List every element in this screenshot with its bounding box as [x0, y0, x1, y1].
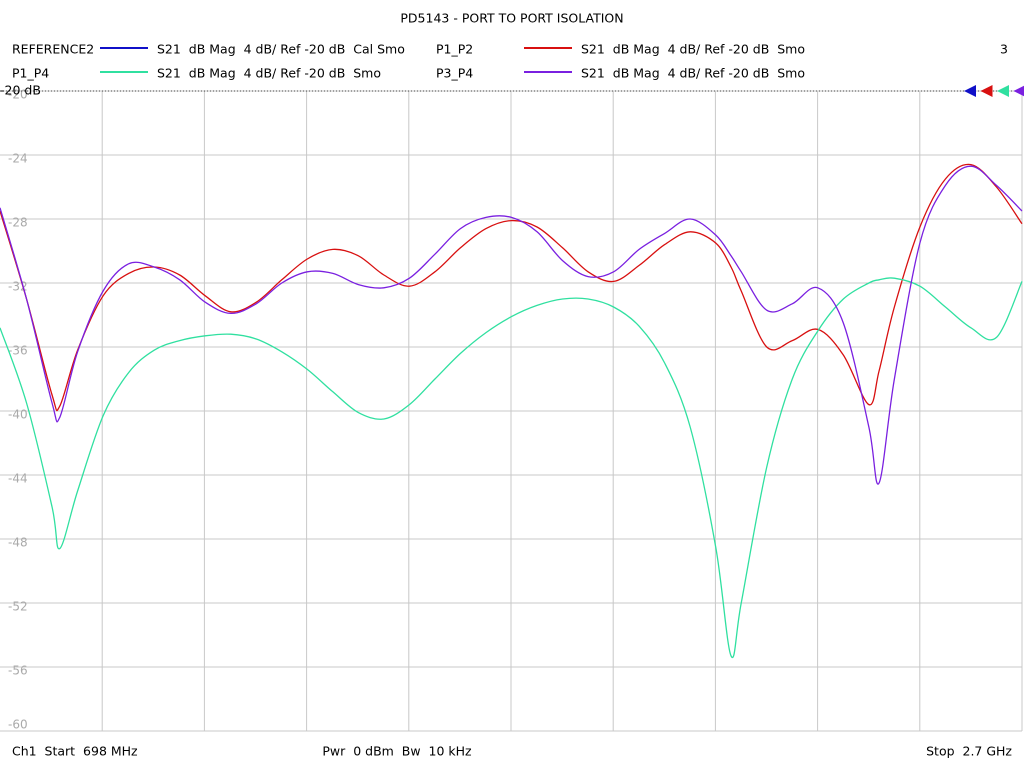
footer-center: Pwr 0 dBm Bw 10 kHz [322, 744, 472, 759]
reference-marker [997, 85, 1009, 97]
legend-description: S21 dB Mag 4 dB/ Ref -20 dB Smo [581, 42, 805, 57]
legend-description: S21 dB Mag 4 dB/ Ref -20 dB Smo [581, 66, 805, 81]
y-tick-label: -52 [8, 600, 28, 614]
y-tick-label: -56 [8, 664, 28, 678]
legend-description: S21 dB Mag 4 dB/ Ref -20 dB Cal Smo [157, 42, 405, 57]
legend-name: P1_P2 [436, 42, 473, 57]
reference-label: -20 dB [0, 83, 41, 98]
legend-name: P1_P4 [12, 66, 49, 81]
legend-description: S21 dB Mag 4 dB/ Ref -20 dB Smo [157, 66, 381, 81]
channel-number: 3 [1000, 42, 1008, 57]
series-line [0, 165, 1023, 485]
y-tick-label: -48 [8, 536, 28, 550]
y-tick-label: -24 [8, 152, 28, 166]
legend-name: P3_P4 [436, 66, 473, 81]
footer-left: Ch1 Start 698 MHz [12, 744, 138, 759]
y-tick-label: -28 [8, 216, 28, 230]
footer-right: Stop 2.7 GHz [926, 744, 1012, 759]
y-tick-label: -36 [8, 344, 28, 358]
y-tick-label: -44 [8, 472, 28, 486]
y-tick-label: -60 [8, 718, 28, 732]
reference-marker [980, 85, 993, 97]
reference-marker [1013, 85, 1024, 97]
y-tick-label: -40 [8, 408, 28, 422]
legend-name: REFERENCE2 [12, 42, 94, 57]
chart-title: PD5143 - PORT TO PORT ISOLATION [400, 11, 623, 26]
reference-marker [964, 85, 976, 97]
series-line [0, 277, 1023, 659]
